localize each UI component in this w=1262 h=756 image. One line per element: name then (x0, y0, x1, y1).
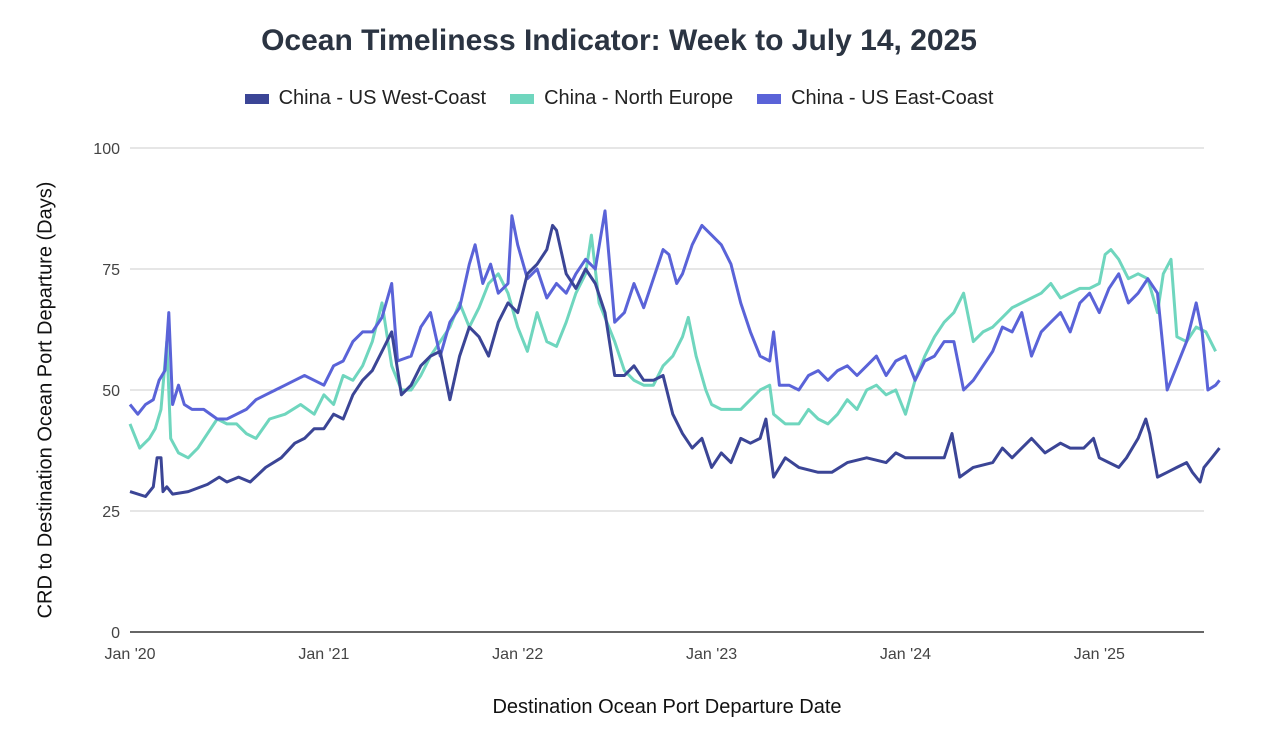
series-line-us-west-coast (129, 223, 1221, 498)
legend-item-us-east-coast[interactable]: China - US East-Coast (757, 87, 993, 110)
legend-label-us-east-coast: China - US East-Coast (791, 87, 994, 109)
legend-swatch-us-west-coast (244, 93, 269, 104)
y-tick-label-75: 75 (102, 262, 120, 279)
y-tick-label-25: 25 (102, 504, 120, 521)
y-tick-label-100: 100 (93, 141, 120, 158)
x-tick-label-3: Jan '23 (686, 646, 737, 663)
x-tick-label-4: Jan '24 (880, 646, 931, 663)
y-axis-ticks: 0 25 50 75 100 (93, 141, 120, 642)
series-line-us-east-coast (128, 209, 1221, 421)
series-lines (128, 209, 1221, 498)
legend-label-us-west-coast: China - US West-Coast (278, 87, 487, 109)
legend-swatch-us-east-coast (757, 93, 782, 104)
legend: China - US West-Coast China - North Euro… (0, 87, 1238, 110)
legend-item-north-europe[interactable]: China - North Europe (510, 87, 733, 110)
x-tick-label-2: Jan '22 (492, 646, 543, 663)
y-tick-label-0: 0 (111, 625, 120, 642)
gridlines (130, 147, 1204, 512)
x-tick-label-0: Jan '20 (104, 646, 155, 663)
legend-label-north-europe: China - North Europe (544, 87, 734, 109)
y-axis-label: CRD to Destination Ocean Port Departure … (34, 181, 57, 619)
legend-item-us-west-coast[interactable]: China - US West-Coast (244, 87, 487, 110)
x-axis-ticks: Jan '20 Jan '21 Jan '22 Jan '23 Jan '24 Jan '… (104, 646, 1125, 663)
legend-swatch-north-europe (510, 93, 535, 104)
chart-title: Ocean Timeliness Indicator: Week to July… (261, 24, 977, 57)
x-tick-label-1: Jan '21 (298, 646, 349, 663)
series-line-north-europe (128, 233, 1217, 460)
x-tick-label-5: Jan '25 (1074, 646, 1125, 663)
x-axis-label: Destination Ocean Port Departure Date (492, 696, 842, 718)
y-tick-label-50: 50 (102, 383, 120, 400)
